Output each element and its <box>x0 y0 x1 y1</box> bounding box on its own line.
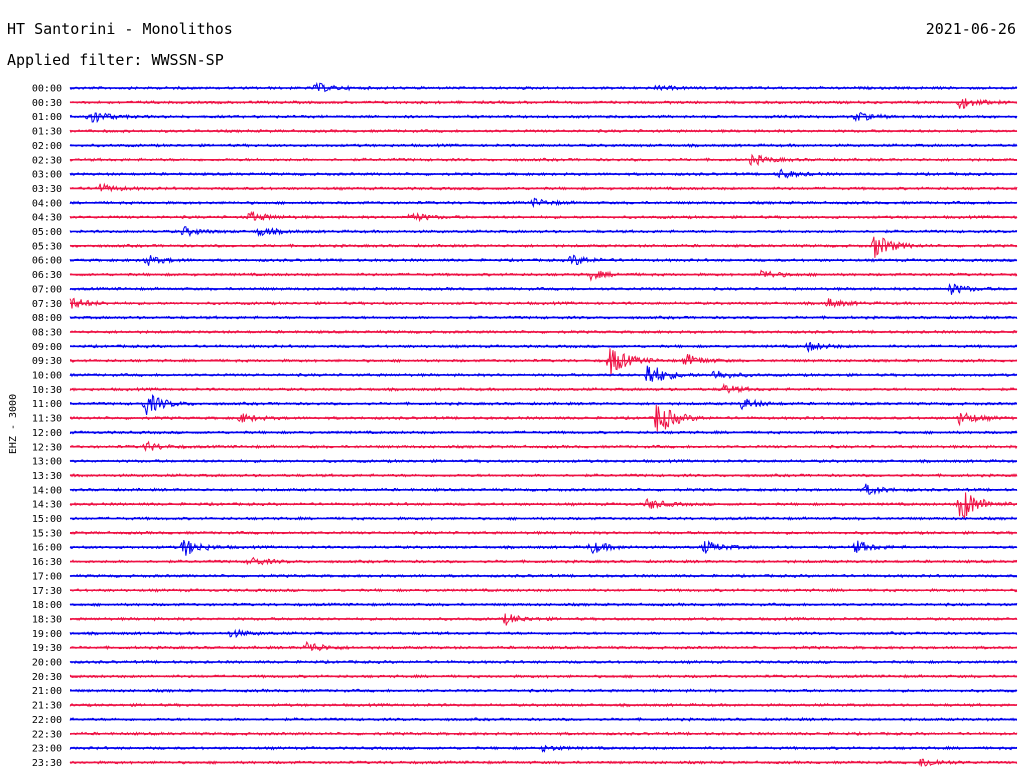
channel-label: EHZ - 3000 <box>8 394 19 454</box>
filter-label: Applied filter: WWSSN-SP <box>7 51 224 69</box>
trace-row <box>69 348 1018 377</box>
time-label: 22:00 <box>32 715 62 726</box>
time-label: 20:00 <box>32 658 62 669</box>
time-label: 16:30 <box>32 557 62 568</box>
time-label: 08:30 <box>32 327 62 338</box>
time-label: 07:00 <box>32 284 62 295</box>
trace-row <box>69 365 1018 382</box>
time-label: 04:30 <box>32 213 62 224</box>
trace-row <box>69 182 1018 193</box>
time-label: 11:30 <box>32 414 62 425</box>
trace-row <box>69 539 1018 556</box>
time-label: 11:00 <box>32 399 62 410</box>
time-label: 20:30 <box>32 672 62 683</box>
time-label: 14:00 <box>32 485 62 496</box>
time-label: 23:00 <box>32 744 62 755</box>
time-label: 18:30 <box>32 614 62 625</box>
time-label: 19:00 <box>32 629 62 640</box>
station-title: HT Santorini - Monolithos <box>7 20 233 38</box>
time-label: 18:00 <box>32 600 62 611</box>
time-label: 17:00 <box>32 571 62 582</box>
time-tick-labels: 00:00 00:30 01:00 01:30 02:00 02:30 03:00 03:30… <box>32 84 62 769</box>
time-label: 10:30 <box>32 385 62 396</box>
time-label: 23:30 <box>32 758 62 769</box>
trace-row <box>69 640 1018 652</box>
trace-row <box>69 236 1018 258</box>
time-label: 00:00 <box>32 84 62 95</box>
time-label: 03:30 <box>32 184 62 195</box>
trace-row <box>69 492 1018 519</box>
trace-group <box>69 81 1018 767</box>
time-label: 13:30 <box>32 471 62 482</box>
time-label: 21:00 <box>32 686 62 697</box>
time-label: 13:00 <box>32 457 62 468</box>
time-label: 15:00 <box>32 514 62 525</box>
time-label: 03:00 <box>32 170 62 181</box>
time-label: 08:00 <box>32 313 62 324</box>
time-label: 22:30 <box>32 729 62 740</box>
time-label: 05:00 <box>32 227 62 238</box>
time-label: 10:00 <box>32 371 62 382</box>
time-label: 02:00 <box>32 141 62 152</box>
time-label: 16:00 <box>32 543 62 554</box>
time-label: 01:30 <box>32 127 62 138</box>
date-label: 2021-06-26 <box>925 20 1016 38</box>
time-label: 12:30 <box>32 442 62 453</box>
time-label: 06:00 <box>32 256 62 267</box>
time-label: 14:30 <box>32 500 62 511</box>
time-label: 17:30 <box>32 586 62 597</box>
time-label: 00:30 <box>32 98 62 109</box>
time-label: 21:30 <box>32 701 62 712</box>
time-label: 09:30 <box>32 356 62 367</box>
trace-row <box>69 210 1018 223</box>
time-label: 05:30 <box>32 241 62 252</box>
trace-row <box>69 98 1018 109</box>
trace-row <box>69 394 1018 415</box>
time-label: 07:30 <box>32 299 62 310</box>
time-label: 09:00 <box>32 342 62 353</box>
time-label: 01:00 <box>32 112 62 123</box>
time-label: 12:00 <box>32 428 62 439</box>
time-label: 15:30 <box>32 528 62 539</box>
time-label: 06:30 <box>32 270 62 281</box>
time-label: 02:30 <box>32 155 62 166</box>
time-label: 19:30 <box>32 643 62 654</box>
time-label: 04:00 <box>32 198 62 209</box>
